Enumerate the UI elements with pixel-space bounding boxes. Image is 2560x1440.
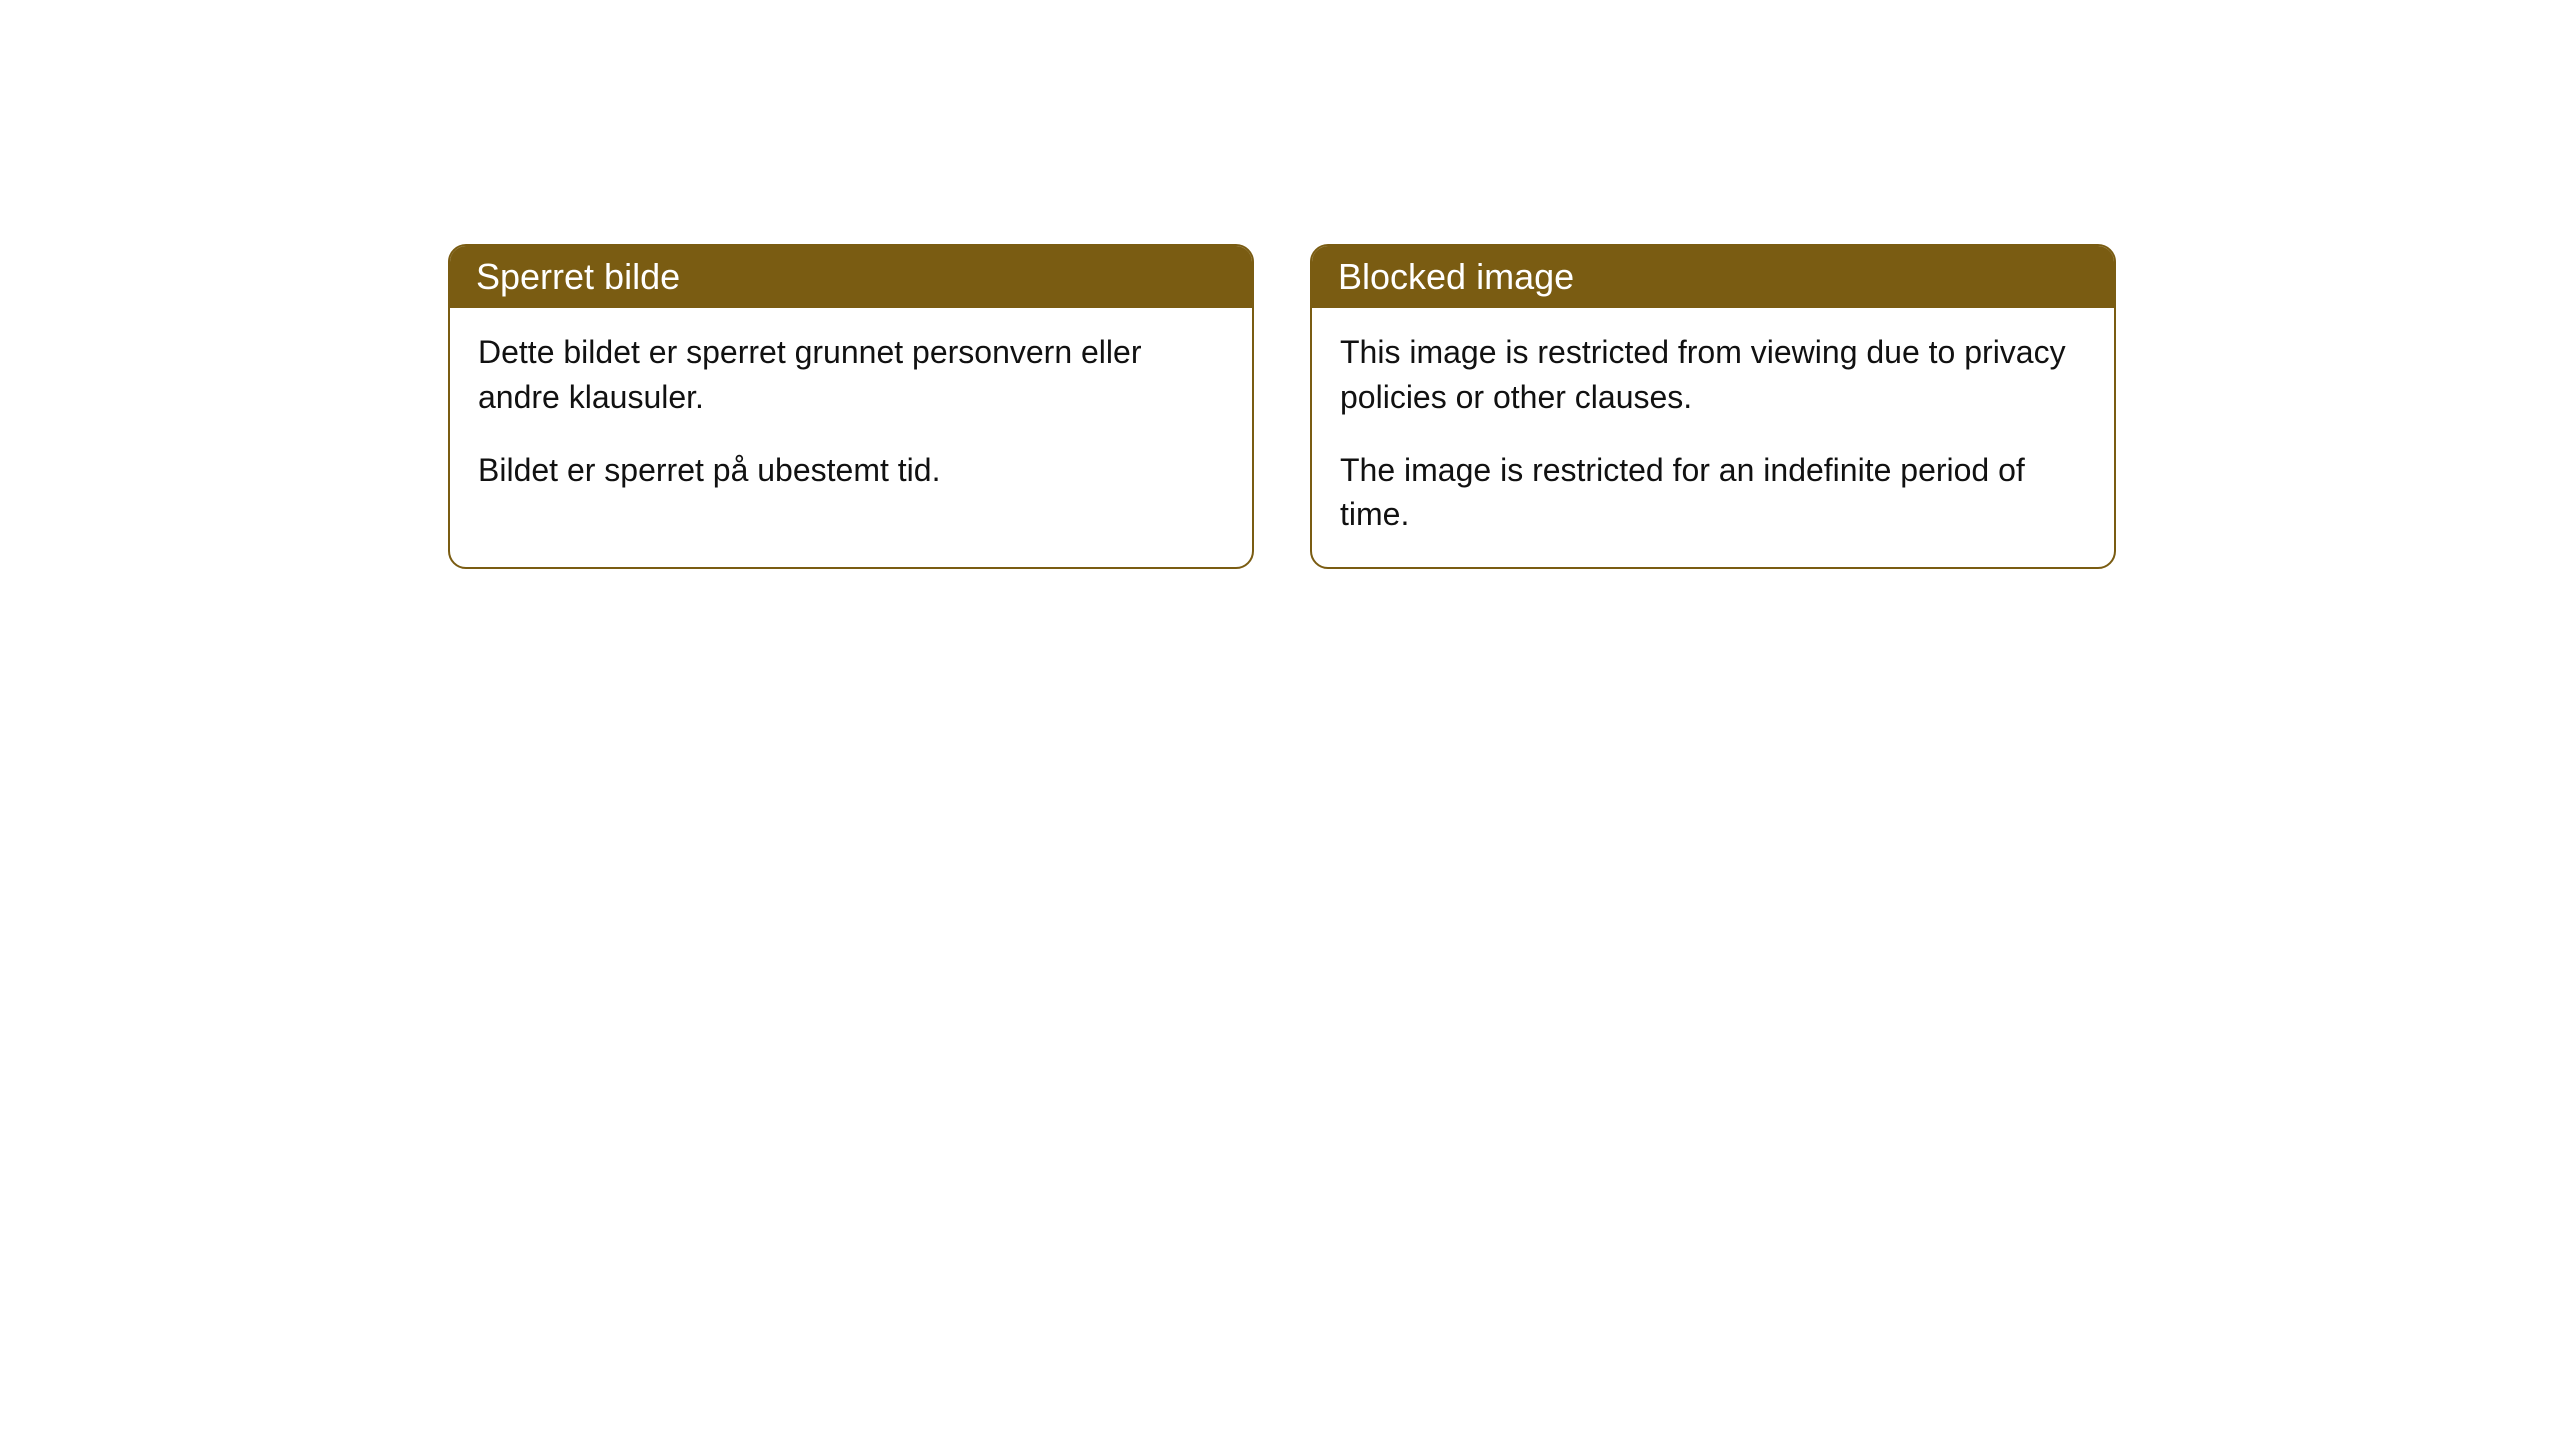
notice-text-norwegian-1: Dette bildet er sperret grunnet personve… bbox=[478, 330, 1224, 420]
notice-text-english-1: This image is restricted from viewing du… bbox=[1340, 330, 2086, 420]
notice-title-norwegian: Sperret bilde bbox=[476, 256, 680, 297]
notice-body-norwegian: Dette bildet er sperret grunnet personve… bbox=[450, 308, 1252, 522]
notice-header-norwegian: Sperret bilde bbox=[450, 246, 1252, 308]
notice-card-norwegian: Sperret bilde Dette bildet er sperret gr… bbox=[448, 244, 1254, 569]
notice-text-english-2: The image is restricted for an indefinit… bbox=[1340, 448, 2086, 538]
notice-title-english: Blocked image bbox=[1338, 256, 1574, 297]
notice-header-english: Blocked image bbox=[1312, 246, 2114, 308]
notice-body-english: This image is restricted from viewing du… bbox=[1312, 308, 2114, 567]
notice-card-english: Blocked image This image is restricted f… bbox=[1310, 244, 2116, 569]
notice-text-norwegian-2: Bildet er sperret på ubestemt tid. bbox=[478, 448, 1224, 493]
notice-container: Sperret bilde Dette bildet er sperret gr… bbox=[448, 244, 2116, 569]
